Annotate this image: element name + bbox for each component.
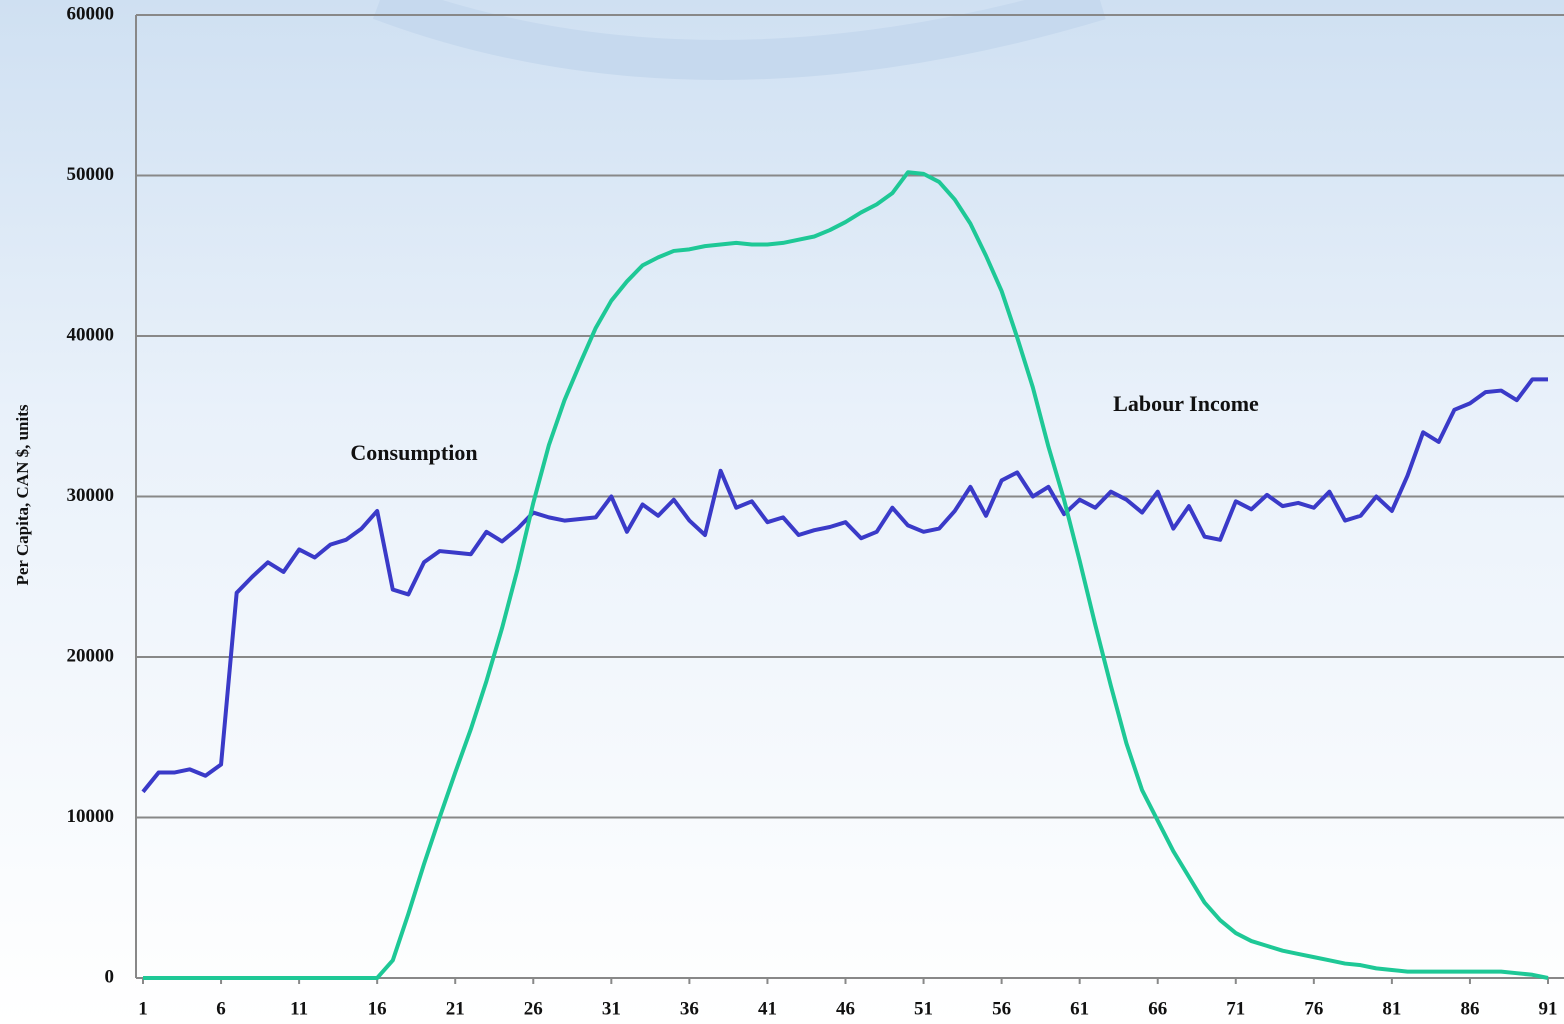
x-tick-label: 36 — [680, 998, 699, 1019]
y-tick-label: 0 — [105, 966, 115, 987]
x-tick-label: 21 — [446, 998, 465, 1019]
y-axis-label: Per Capita, CAN $, units — [13, 404, 32, 585]
x-tick-label: 66 — [1148, 998, 1167, 1019]
x-tick-label: 71 — [1226, 998, 1245, 1019]
x-tick-label: 86 — [1460, 998, 1479, 1019]
x-tick-label: 56 — [992, 998, 1011, 1019]
x-tick-label: 16 — [368, 998, 387, 1019]
series-line — [141, 377, 1548, 794]
annotation: Consumption — [350, 440, 477, 465]
x-tick-label: 51 — [914, 998, 933, 1019]
y-tick-label: 60000 — [67, 3, 115, 24]
x-tick-label: 46 — [836, 998, 855, 1019]
annotation: Labour Income — [1113, 391, 1259, 416]
x-tick-label: 1 — [138, 998, 148, 1019]
decor-swoosh — [372, 0, 1106, 80]
y-tick-label: 10000 — [67, 806, 115, 827]
y-tick-label: 30000 — [67, 485, 115, 506]
x-tick-label: 26 — [524, 998, 543, 1019]
y-tick-label: 20000 — [67, 645, 115, 666]
x-tick-label: 6 — [216, 998, 226, 1019]
x-tick-label: 31 — [602, 998, 621, 1019]
series-line — [143, 170, 1549, 980]
y-tick-label: 50000 — [67, 164, 115, 185]
x-tick-label: 81 — [1382, 998, 1401, 1019]
x-tick-label: 91 — [1539, 998, 1558, 1019]
x-tick-label: 76 — [1304, 998, 1323, 1019]
y-tick-label: 40000 — [67, 324, 115, 345]
x-tick-label: 61 — [1070, 998, 1089, 1019]
x-tick-label: 41 — [758, 998, 777, 1019]
x-tick-label: 11 — [290, 998, 308, 1019]
